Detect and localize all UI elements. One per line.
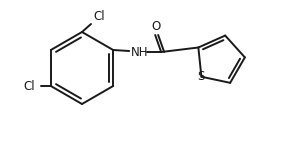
Text: NH: NH: [130, 45, 148, 59]
Text: S: S: [198, 70, 205, 83]
Text: Cl: Cl: [93, 10, 105, 22]
Text: Cl: Cl: [23, 80, 35, 92]
Text: O: O: [152, 19, 161, 33]
